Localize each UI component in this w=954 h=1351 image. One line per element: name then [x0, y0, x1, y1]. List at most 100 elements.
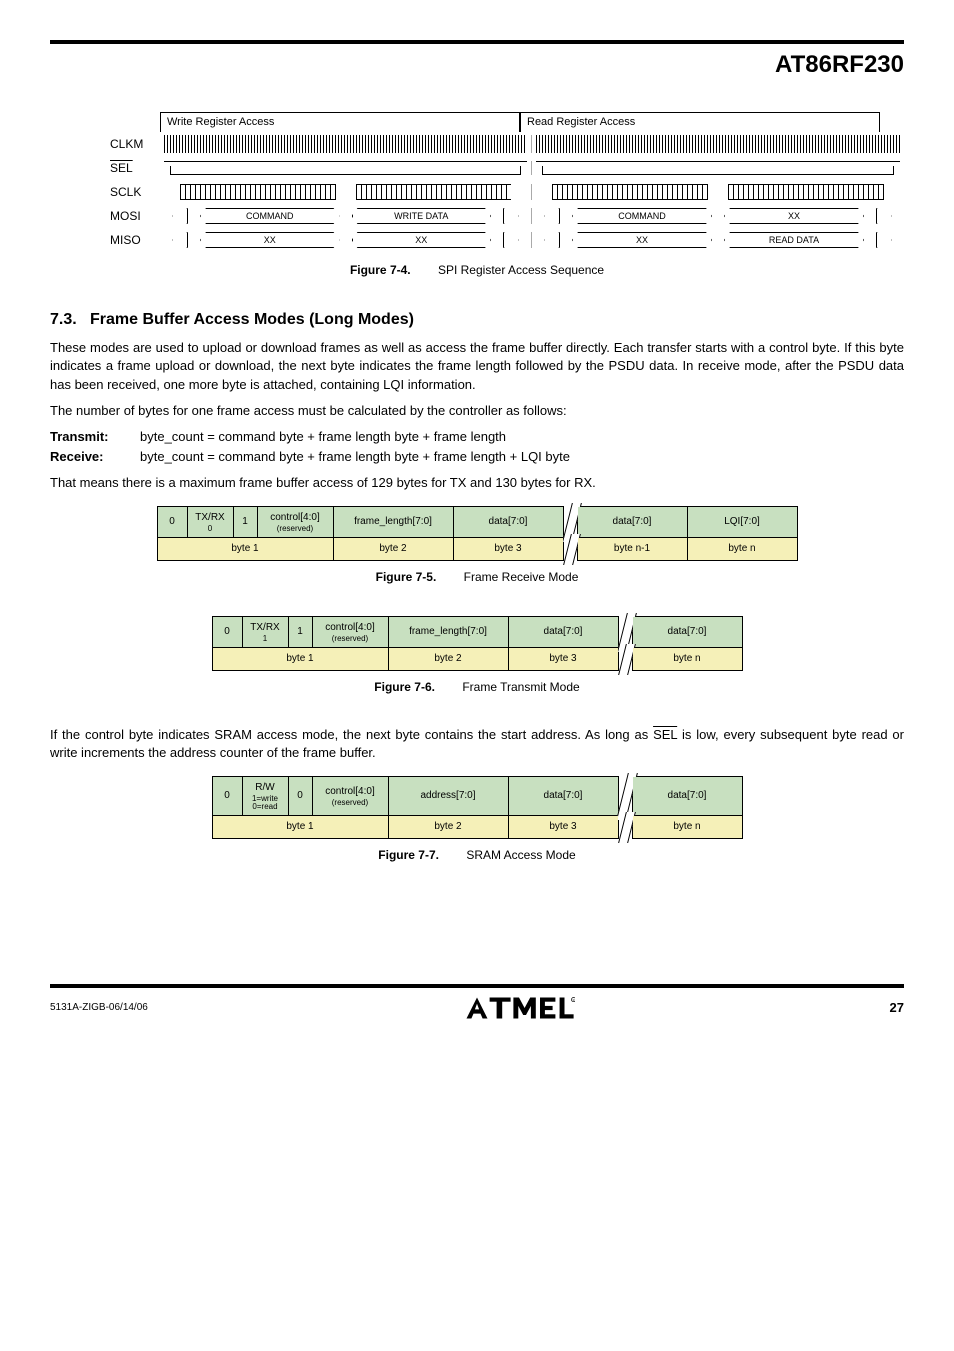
sel-inline: SEL: [653, 727, 677, 742]
byte-cell: data[7:0]: [453, 507, 563, 538]
sclk-row: SCLK: [110, 180, 904, 204]
timing-diagram: Write Register Access Read Register Acce…: [110, 112, 904, 252]
byte-cell: data[7:0]: [508, 777, 618, 816]
miso-xx2: XX: [352, 232, 492, 248]
read-access-label: Read Register Access: [520, 112, 880, 132]
byte-cell: data[7:0]: [632, 617, 742, 648]
miso-readdata: READ DATA: [724, 232, 864, 248]
byte-label-cell: byte n: [632, 648, 742, 671]
transmit-formula: Transmit: byte_count = command byte + fr…: [50, 428, 904, 446]
svg-text:R: R: [572, 998, 574, 1002]
fig77-num: Figure 7-7.: [378, 848, 439, 862]
mosi-label: MOSI: [110, 208, 160, 225]
sel-label: SEL: [110, 161, 133, 175]
paragraph-3: That means there is a maximum frame buff…: [50, 474, 904, 492]
byte-label-cell: byte 1: [212, 648, 388, 671]
hex-stub: [172, 208, 188, 224]
sclk-burst: [356, 184, 512, 200]
byte-label-cell: byte n: [687, 538, 797, 561]
byte-cell: control[4:0](reserved): [257, 507, 333, 538]
sclk-label: SCLK: [110, 184, 160, 201]
clkm-label: CLKM: [110, 136, 160, 153]
miso-row: MISO XX XX XX READ DATA: [110, 228, 904, 252]
clkm-wave-read: [536, 135, 900, 153]
byte-label-cell: [618, 816, 632, 839]
byte-cell: frame_length[7:0]: [388, 617, 508, 648]
mosi-xx: XX: [724, 208, 864, 224]
write-access-label: Write Register Access: [160, 112, 520, 132]
miso-label: MISO: [110, 232, 160, 249]
byte-label-cell: [563, 538, 577, 561]
sclk-burst: [728, 184, 884, 200]
byte-cell: TX/RX1: [242, 617, 288, 648]
fig76-num: Figure 7-6.: [374, 680, 435, 694]
byte-label-cell: byte 2: [388, 648, 508, 671]
byte-label-cell: byte 1: [212, 816, 388, 839]
clkm-row: CLKM: [110, 132, 904, 156]
byte-cell: LQI[7:0]: [687, 507, 797, 538]
byte-label-cell: byte n-1: [577, 538, 687, 561]
byte-label-cell: byte 2: [388, 816, 508, 839]
byte-cell: address[7:0]: [388, 777, 508, 816]
fig75-title: Frame Receive Mode: [464, 570, 579, 584]
section-title: Frame Buffer Access Modes (Long Modes): [90, 311, 414, 328]
figure-7-5-caption: Figure 7-5. Frame Receive Mode: [50, 569, 904, 586]
sclk-burst: [552, 184, 708, 200]
sel-row: SEL: [110, 156, 904, 180]
byte-label-cell: byte 3: [508, 648, 618, 671]
receive-label: Receive:: [50, 448, 140, 466]
mosi-cmd-r: COMMAND: [572, 208, 712, 224]
fig75-num: Figure 7-5.: [376, 570, 437, 584]
receive-formula: Receive: byte_count = command byte + fra…: [50, 448, 904, 466]
section-heading: 7.3. Frame Buffer Access Modes (Long Mod…: [50, 309, 904, 331]
header-bar: AT86RF230: [50, 40, 904, 82]
byte-cell: R/W1=write0=read: [242, 777, 288, 816]
byte-cell: frame_length[7:0]: [333, 507, 453, 538]
section-number: 7.3.: [50, 311, 77, 328]
fig75-table: 0TX/RX01control[4:0](reserved)frame_leng…: [157, 506, 798, 561]
byte-label-cell: byte n: [632, 816, 742, 839]
byte-label-cell: byte 1: [157, 538, 333, 561]
paragraph-1: These modes are used to upload or downlo…: [50, 339, 904, 394]
figure-7-4-caption: Figure 7-4. SPI Register Access Sequence: [50, 262, 904, 279]
hex-stub: [544, 232, 560, 248]
byte-label-cell: [618, 648, 632, 671]
page-footer: 5131A-ZIGB-06/14/06 R 27: [50, 984, 904, 1022]
byte-label-cell: byte 2: [333, 538, 453, 561]
footer-doc-code: 5131A-ZIGB-06/14/06: [50, 1001, 148, 1015]
hex-stub: [876, 208, 892, 224]
miso-xx1: XX: [200, 232, 340, 248]
mosi-row: MOSI COMMAND WRITE DATA COMMAND XX: [110, 204, 904, 228]
transmit-label: Transmit:: [50, 428, 140, 446]
transmit-text: byte_count = command byte + frame length…: [140, 428, 506, 446]
fig76-table: 0TX/RX11control[4:0](reserved)frame_leng…: [212, 616, 743, 671]
mosi-writedata: WRITE DATA: [352, 208, 492, 224]
sclk-burst: [180, 184, 336, 200]
byte-cell: data[7:0]: [632, 777, 742, 816]
hex-stub: [544, 208, 560, 224]
byte-cell: [618, 777, 632, 816]
byte-cell: control[4:0](reserved): [312, 777, 388, 816]
paragraph-2: The number of bytes for one frame access…: [50, 402, 904, 420]
sel-wave-read: [536, 161, 900, 175]
clkm-wave-write: [164, 135, 527, 153]
atmel-logo: R: [463, 994, 575, 1022]
byte-cell: 0: [288, 777, 312, 816]
byte-cell: data[7:0]: [577, 507, 687, 538]
byte-cell: control[4:0](reserved): [312, 617, 388, 648]
byte-cell: 0: [212, 617, 242, 648]
receive-text: byte_count = command byte + frame length…: [140, 448, 570, 466]
byte-cell: data[7:0]: [508, 617, 618, 648]
hex-stub: [503, 232, 519, 248]
byte-label-cell: byte 3: [453, 538, 563, 561]
byte-cell: 1: [233, 507, 257, 538]
fig77-table: 0R/W1=write0=read0control[4:0](reserved)…: [212, 776, 743, 839]
fig74-num: Figure 7-4.: [350, 263, 411, 277]
page-number: 27: [890, 999, 904, 1017]
paragraph-4: If the control byte indicates SRAM acces…: [50, 726, 904, 762]
fig74-title: SPI Register Access Sequence: [438, 263, 604, 277]
miso-xx-r: XX: [572, 232, 712, 248]
doc-title: AT86RF230: [775, 44, 904, 82]
fig77-title: SRAM Access Mode: [466, 848, 575, 862]
hex-stub: [876, 232, 892, 248]
